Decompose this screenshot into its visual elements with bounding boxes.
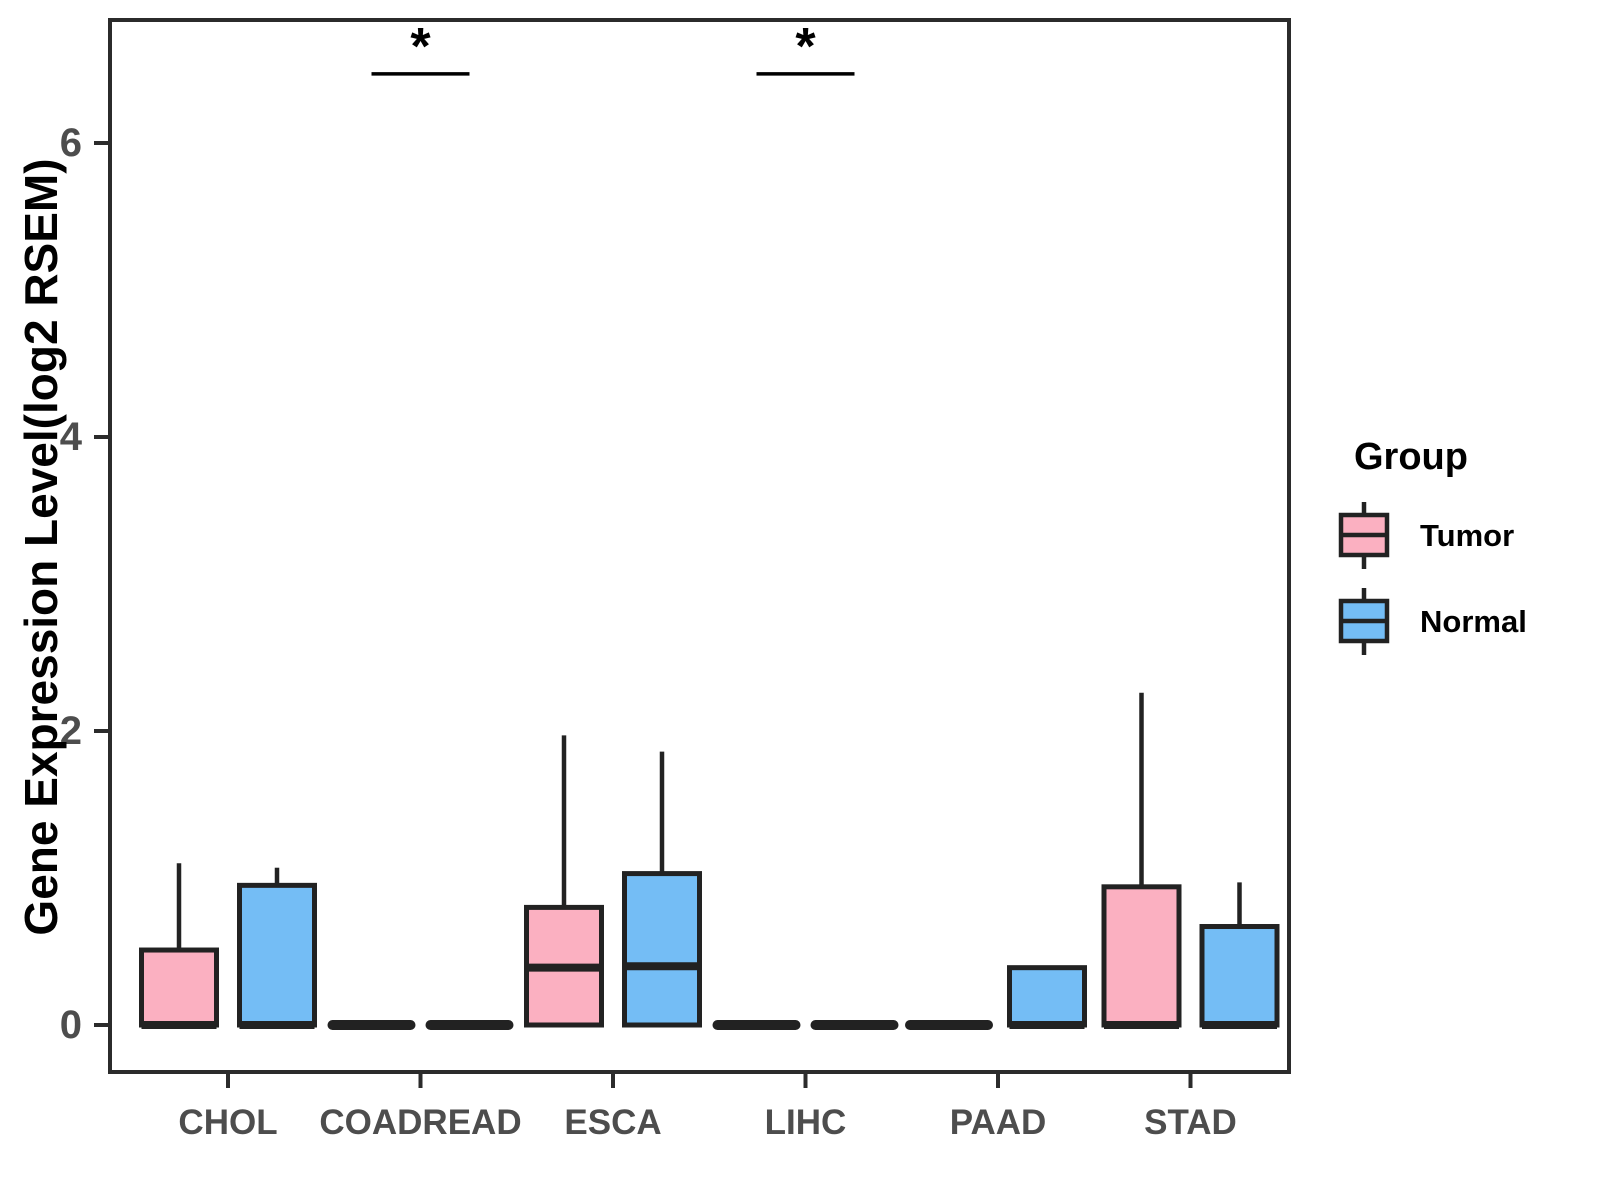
y-axis-title: Gene Expression Level(log2 RSEM) — [15, 158, 67, 936]
box-STAD-normal — [1199, 924, 1280, 1028]
x-tick-label-PAAD: PAAD — [950, 1103, 1047, 1142]
x-tick-label-CHOL: CHOL — [178, 1103, 277, 1142]
legend-item-normal: Normal — [1336, 585, 1527, 659]
x-tick-label-STAD: STAD — [1144, 1103, 1237, 1142]
legend-label-normal: Normal — [1420, 604, 1527, 639]
box-PAAD-normal — [1007, 965, 1087, 1028]
box-ESCA-normal — [622, 871, 702, 1028]
x-tick-label-ESCA: ESCA — [564, 1103, 661, 1142]
y-tick-label-2: 2 — [60, 709, 82, 753]
tumor-boxplot-icon — [1338, 502, 1390, 569]
y-tick-label-6: 6 — [60, 121, 82, 165]
legend-label-tumor: Tumor — [1420, 518, 1515, 553]
significance-star-COADREAD: * — [410, 18, 431, 76]
normal-boxplot-icon — [1338, 588, 1390, 655]
box-CHOL-normal — [237, 882, 317, 1028]
significance-star-LIHC: * — [795, 18, 816, 76]
legend-title: Group — [1354, 436, 1468, 478]
box-CHOL-tumor — [139, 947, 219, 1028]
legend-item-tumor: Tumor — [1336, 499, 1527, 573]
legend: Group Tumor Normal — [1336, 436, 1527, 665]
x-tick-label-LIHC: LIHC — [765, 1103, 847, 1142]
x-tick-label-COADREAD: COADREAD — [319, 1103, 521, 1142]
y-tick-label-0: 0 — [60, 1003, 82, 1047]
plot-panel-border — [108, 18, 1291, 1074]
y-tick-label-4: 4 — [60, 415, 83, 459]
box-STAD-tumor — [1101, 884, 1182, 1028]
